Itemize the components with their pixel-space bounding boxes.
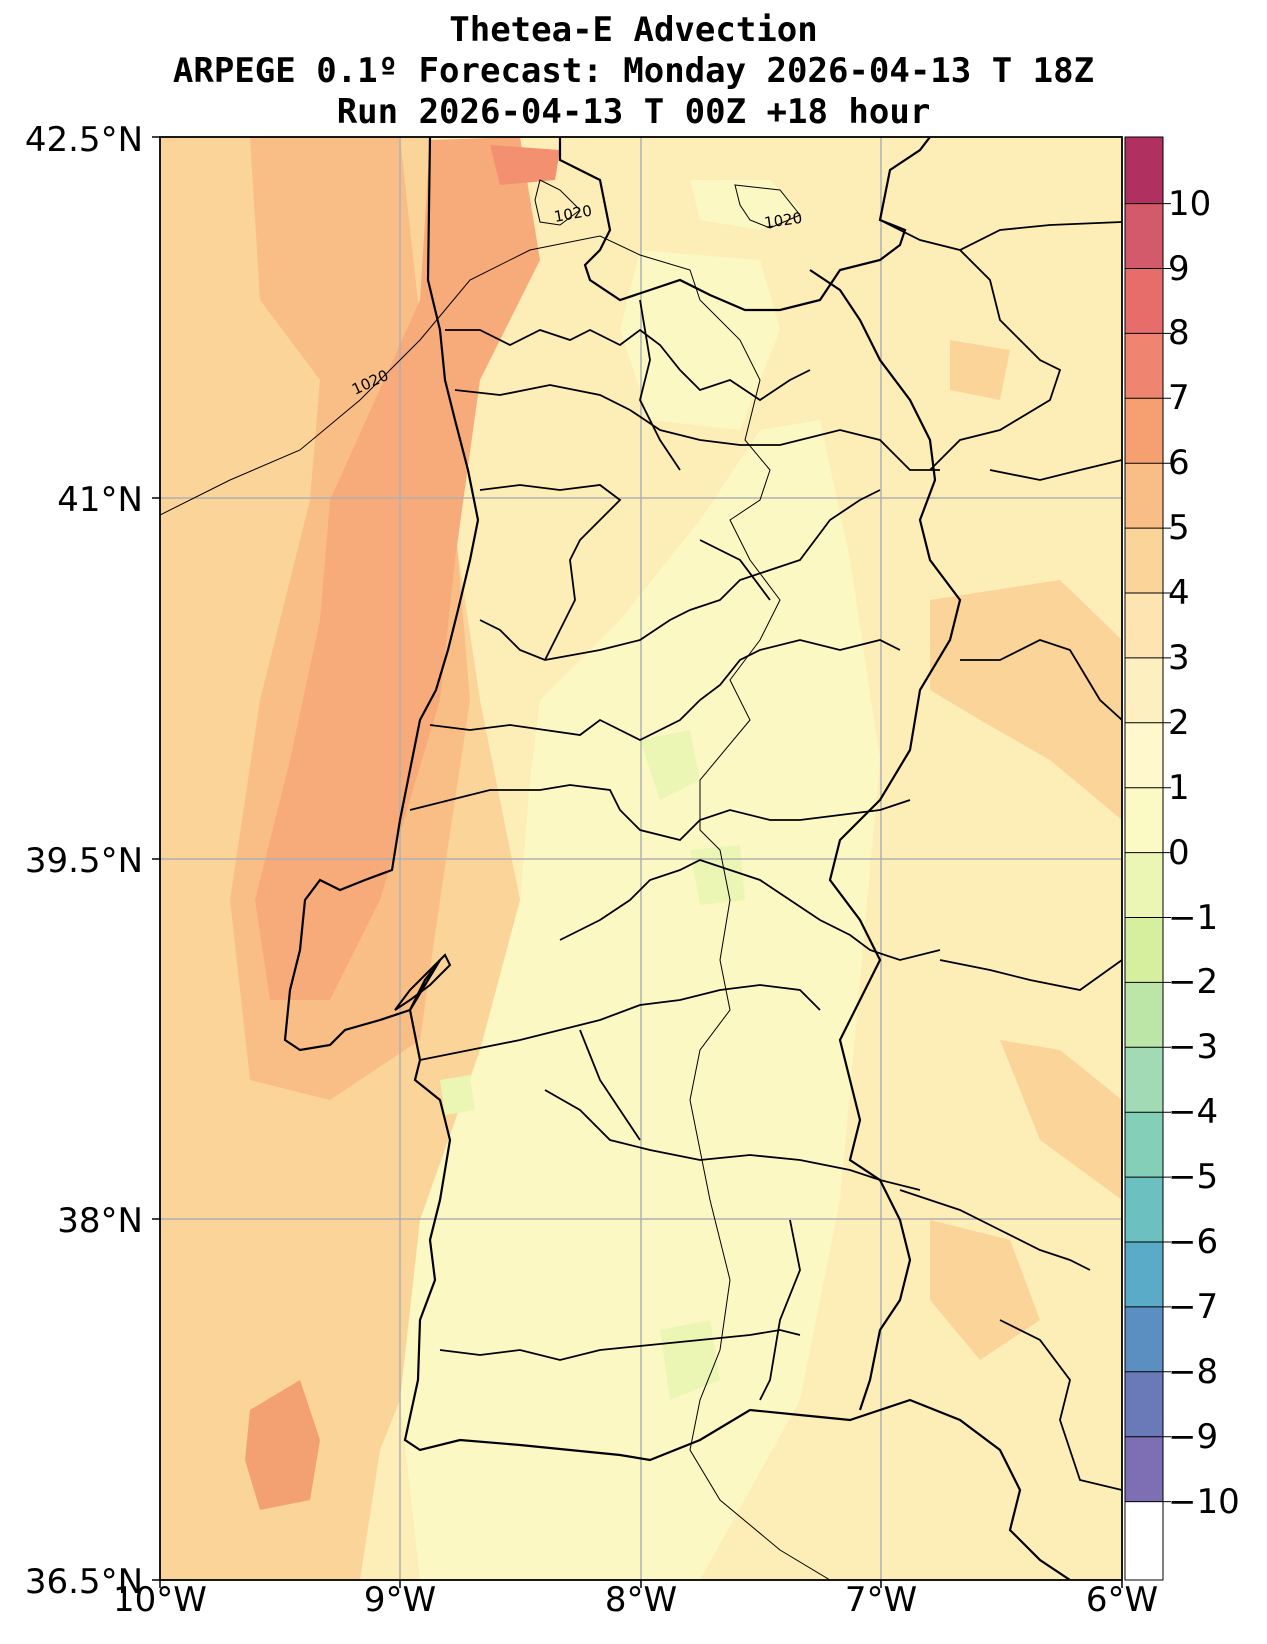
isobar-label-2: 1020 bbox=[763, 209, 803, 232]
colorbar-segment bbox=[1125, 268, 1163, 334]
colorbar-segment bbox=[1125, 982, 1163, 1048]
lon-label-10w: 10°W bbox=[113, 1580, 207, 1620]
colorbar-label: −5 bbox=[1168, 1157, 1219, 1198]
colorbar-segment bbox=[1125, 463, 1163, 529]
isobar-1020-northeast bbox=[734, 184, 801, 229]
colorbar-segment bbox=[1125, 593, 1163, 659]
colorbar-label: 6 bbox=[1168, 443, 1190, 484]
colorbar-label: 0 bbox=[1168, 832, 1190, 873]
colorbar-label: 2 bbox=[1168, 702, 1190, 743]
colorbar-segment bbox=[1125, 787, 1163, 854]
colorbar-segment bbox=[1125, 1371, 1163, 1438]
colorbar-label: −10 bbox=[1168, 1481, 1240, 1522]
tagus-estuary bbox=[394, 953, 452, 1011]
colorbar bbox=[1124, 136, 1171, 1581]
country-border bbox=[809, 269, 962, 1411]
colorbar-label: 9 bbox=[1168, 248, 1190, 289]
colorbar-label: 5 bbox=[1168, 508, 1190, 549]
colorbar-label: 7 bbox=[1168, 378, 1190, 419]
lon-label-8w: 8°W bbox=[604, 1580, 678, 1620]
colorbar-segment bbox=[1125, 1242, 1163, 1308]
colorbar-label: −8 bbox=[1168, 1351, 1219, 1392]
colorbar-label: −1 bbox=[1168, 897, 1219, 938]
colorbar-label: −7 bbox=[1168, 1286, 1219, 1327]
colorbar-segment bbox=[1125, 137, 1163, 205]
chart-title: Thetea-E Advection bbox=[449, 10, 818, 50]
colorbar-segment bbox=[1125, 528, 1163, 594]
colorbar-label: −3 bbox=[1168, 1027, 1219, 1068]
colorbar-segment bbox=[1125, 333, 1163, 399]
colorbar-label: 8 bbox=[1168, 313, 1190, 354]
lat-label-38: 38°N bbox=[57, 1201, 143, 1241]
colorbar-label: −9 bbox=[1168, 1416, 1219, 1457]
lat-label-42-5: 42.5°N bbox=[24, 120, 143, 160]
colorbar-segment bbox=[1125, 852, 1163, 918]
colorbar-label: −4 bbox=[1168, 1092, 1219, 1133]
colorbar-segment bbox=[1125, 1306, 1163, 1373]
lat-label-36-5: 36.5°N bbox=[24, 1562, 143, 1602]
lat-label-39-5: 39.5°N bbox=[24, 841, 143, 881]
colorbar-label: −2 bbox=[1168, 962, 1219, 1003]
colorbar-segment bbox=[1125, 203, 1163, 269]
spain-provinces bbox=[879, 219, 1122, 1491]
gridlines bbox=[160, 137, 1122, 1580]
isobar-1020-north bbox=[534, 179, 581, 226]
colorbar-label: 10 bbox=[1168, 183, 1212, 224]
run-subtitle: Run 2026-04-13 T 00Z +18 hour bbox=[336, 92, 931, 132]
colorbar-label: −6 bbox=[1168, 1222, 1219, 1262]
lon-label-9w: 9°W bbox=[363, 1580, 437, 1620]
colorbar-label: 1 bbox=[1168, 767, 1190, 808]
lon-label-7w: 7°W bbox=[844, 1580, 918, 1620]
colorbar-segment bbox=[1125, 1047, 1163, 1113]
colorbar-frame bbox=[1124, 136, 1164, 1581]
coastline bbox=[283, 137, 1071, 1580]
axis-ticks bbox=[152, 136, 1123, 1588]
colorbar-segment bbox=[1125, 657, 1163, 724]
colorbar-segment bbox=[1125, 1436, 1163, 1503]
colorbar-segment bbox=[1125, 398, 1163, 464]
colorbar-label: 3 bbox=[1168, 637, 1190, 678]
colorbar-segment bbox=[1125, 722, 1163, 789]
colorbar-label: 4 bbox=[1168, 573, 1190, 613]
lon-label-6w: 6°W bbox=[1085, 1580, 1159, 1620]
colorbar-segment bbox=[1125, 1177, 1163, 1243]
colorbar-segment bbox=[1125, 1112, 1163, 1178]
lat-label-41: 41°N bbox=[57, 480, 143, 520]
galicia-coast bbox=[558, 137, 931, 312]
isobar-1020 bbox=[160, 235, 831, 1580]
district-borders bbox=[409, 299, 941, 1401]
colorbar-segment bbox=[1125, 917, 1163, 983]
forecast-subtitle: ARPEGE 0.1º Forecast: Monday 2026-04-13 … bbox=[172, 51, 1095, 91]
